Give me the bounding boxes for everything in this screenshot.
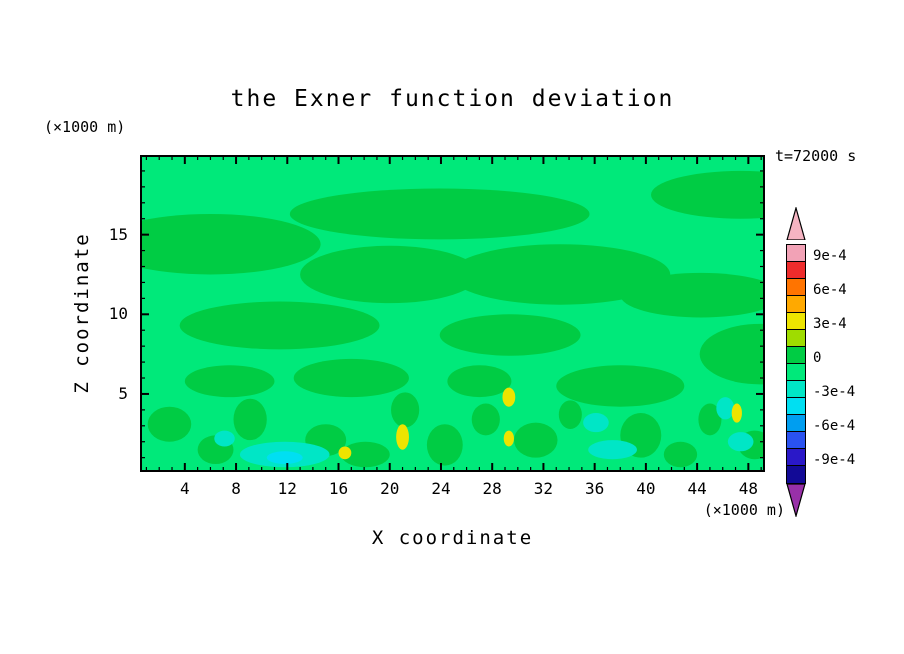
plot-frame xyxy=(140,155,765,472)
colorbar-segment xyxy=(787,279,805,296)
colorbar-segment xyxy=(787,262,805,279)
contour-region-aquamarine xyxy=(588,440,637,460)
colorbar-segment xyxy=(787,466,805,483)
colorbar-tick-label: 0 xyxy=(813,350,822,366)
x-tick-label: 32 xyxy=(533,479,554,498)
contour-region-aquamarine xyxy=(727,432,754,452)
x-tick-label: 36 xyxy=(585,479,605,498)
contour-region-yellow xyxy=(338,446,352,460)
colorbar-below-range-arrow xyxy=(786,483,806,519)
x-tick-label: 8 xyxy=(231,479,241,498)
contour-region-yellow xyxy=(396,424,409,450)
x-tick-label: 20 xyxy=(380,479,400,498)
contour-region-green xyxy=(698,403,722,436)
time-label: t=72000 s xyxy=(775,147,857,165)
contour-region-green xyxy=(179,301,380,350)
colorbar-segment xyxy=(787,296,805,313)
x-axis-title: X coordinate xyxy=(371,527,534,549)
colorbar-segment xyxy=(787,398,805,415)
contour-region-green xyxy=(426,424,463,466)
contour-region-green xyxy=(651,170,765,219)
contour-region-aquamarine xyxy=(214,430,235,447)
contour-region-green xyxy=(449,244,671,305)
x-tick-label: 16 xyxy=(328,479,349,498)
colorbar-tick-label: -3e-4 xyxy=(813,384,856,400)
colorbar-segment xyxy=(787,347,805,364)
colorbar-tick-label: 3e-4 xyxy=(813,316,847,332)
colorbar-bottom-arrow-svg xyxy=(786,483,806,519)
plot-area xyxy=(140,155,765,472)
x-axis-unit-label: (×1000 m) xyxy=(703,501,785,519)
x-tick-label: 24 xyxy=(431,479,451,498)
colorbar-tick-label: 6e-4 xyxy=(813,282,847,298)
contour-region-green xyxy=(447,365,512,398)
contour-region-green xyxy=(293,358,409,398)
colorbar-tick-label: 9e-4 xyxy=(813,248,847,264)
colorbar-segment xyxy=(787,449,805,466)
contour-region-green xyxy=(513,422,558,458)
x-tick-label: 12 xyxy=(277,479,297,498)
colorbar-above-range-arrow xyxy=(786,205,806,241)
contour-region-yellow xyxy=(731,403,742,423)
contour-region-green xyxy=(184,365,275,398)
y-tick-label: 5 xyxy=(118,383,128,403)
colorbar-top-arrow-icon xyxy=(786,205,806,244)
contour-region-green xyxy=(439,314,581,356)
colorbar-segment xyxy=(787,432,805,449)
x-tick-label: 40 xyxy=(636,479,656,498)
colorbar-tick-label: -6e-4 xyxy=(813,418,856,434)
contour-region-green xyxy=(289,188,590,240)
x-tick-label: 48 xyxy=(738,479,758,498)
contour-region-green xyxy=(620,272,765,318)
x-tick-label: 28 xyxy=(482,479,502,498)
colorbar-top-arrow-svg xyxy=(786,205,806,241)
contour-region-green xyxy=(699,323,765,385)
contour-region-green xyxy=(341,441,390,468)
contour-region-green xyxy=(147,406,192,442)
x-tick-label: 44 xyxy=(687,479,707,498)
colorbar-segment xyxy=(787,245,805,262)
y-tick-label: 10 xyxy=(108,304,128,324)
contour-region-aquamarine xyxy=(716,397,735,420)
colorbar-bottom-arrow-icon xyxy=(786,483,806,521)
contour-region-green xyxy=(663,441,698,468)
contour-region-green xyxy=(556,365,685,407)
colorbar xyxy=(786,205,806,521)
contour-region-green xyxy=(471,403,500,436)
contour-region-cyan xyxy=(266,451,303,465)
contour-region-yellow xyxy=(502,387,516,407)
colorbar-segment xyxy=(787,364,805,381)
contour-region-green xyxy=(558,400,582,429)
contour-region-green xyxy=(233,398,267,441)
colorbar-segment xyxy=(787,415,805,432)
colorbar-tick-label: -9e-4 xyxy=(813,452,856,468)
contour-region-green xyxy=(300,245,480,304)
colorbar-segment xyxy=(787,381,805,398)
colorbar-segment xyxy=(787,313,805,330)
contour-region-green xyxy=(391,392,420,428)
contour-plot-canvas xyxy=(140,155,765,472)
contour-region-yellow xyxy=(503,430,514,447)
x-tick-label: 4 xyxy=(179,479,190,498)
colorbar-segment xyxy=(787,330,805,347)
contour-region-green xyxy=(140,213,321,275)
chart-title: the Exner function deviation xyxy=(230,86,675,112)
y-axis-unit-label: (×1000 m) xyxy=(44,118,126,136)
colorbar-segments xyxy=(786,244,806,484)
y-tick-label: 15 xyxy=(108,224,128,244)
contour-region-aquamarine xyxy=(583,413,609,433)
